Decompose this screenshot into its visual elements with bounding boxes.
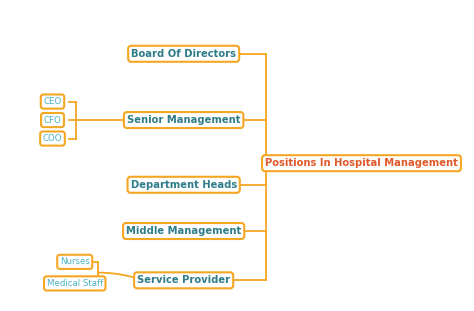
Text: CEO: CEO — [44, 97, 62, 106]
Text: Positions In Hospital Management: Positions In Hospital Management — [265, 158, 458, 168]
Text: Department Heads: Department Heads — [130, 180, 237, 190]
Text: Service Provider: Service Provider — [137, 275, 230, 285]
Text: Senior Management: Senior Management — [127, 115, 240, 125]
Text: Nurses: Nurses — [60, 257, 90, 266]
Text: Middle Management: Middle Management — [126, 226, 241, 236]
Text: CFO: CFO — [44, 116, 62, 124]
Text: Medical Staff: Medical Staff — [46, 279, 103, 288]
Text: Board Of Directors: Board Of Directors — [131, 49, 236, 59]
Text: COO: COO — [43, 134, 62, 143]
